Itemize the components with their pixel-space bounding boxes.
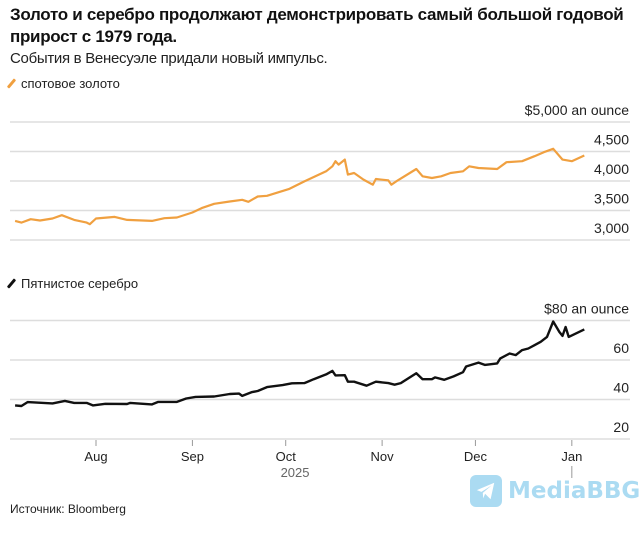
y-tick-label-gold: 3,000	[594, 220, 629, 236]
y-tick-label-silver: 20	[613, 419, 629, 435]
x-year-label: 2025	[281, 465, 310, 480]
telegram-icon	[470, 475, 502, 507]
y-tick-label-silver: 60	[613, 340, 629, 356]
legend-silver: Пятнистое серебро	[6, 276, 139, 291]
y-tick-label-gold: 4,000	[594, 161, 629, 177]
y-tick-label-gold: 3,500	[594, 191, 629, 207]
y-tick-label-silver: 40	[613, 380, 629, 396]
watermark: MediaBBG	[470, 475, 640, 507]
source-note: Источник: Bloomberg	[10, 502, 126, 516]
legend-label-silver: Пятнистое серебро	[21, 276, 139, 291]
x-tick-label: Sep	[181, 449, 204, 464]
x-tick-label: Nov	[371, 449, 395, 464]
chart-subtitle: События в Венесуэле придали новый импуль…	[10, 50, 328, 67]
x-tick-label: Dec	[464, 449, 488, 464]
legend-gold: спотовое золото	[6, 76, 120, 91]
watermark-text: MediaBBG	[508, 478, 641, 504]
y-tick-label-gold: $5,000 an ounce	[525, 102, 630, 118]
legend-label-gold: спотовое золото	[21, 76, 120, 91]
x-tick-label: Oct	[276, 449, 297, 464]
y-tick-label-silver: $80 an ounce	[544, 301, 629, 317]
series-line-gold	[14, 147, 585, 226]
x-tick-label: Aug	[84, 449, 107, 464]
series-line-silver	[14, 320, 585, 408]
x-tick-label: Jan	[561, 449, 582, 464]
y-tick-label-gold: 4,500	[594, 132, 629, 148]
chart-title: Золото и серебро продолжают демонстриров…	[10, 5, 624, 46]
